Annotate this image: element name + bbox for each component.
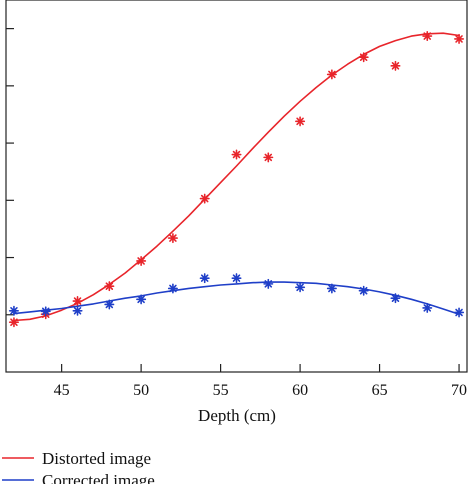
legend: Distorted image Corrected image: [2, 449, 155, 489]
data-point-series-2: [136, 294, 147, 305]
x-tick-label: 65: [372, 382, 388, 399]
x-tick-label: 60: [292, 382, 308, 399]
plot-frame: [5, 0, 468, 373]
legend-label: Distorted image: [42, 449, 151, 468]
data-point-series-2: [104, 299, 115, 310]
data-markers: [8, 31, 465, 328]
legend-item: Corrected image: [2, 471, 155, 489]
x-tick-label: 55: [213, 382, 229, 399]
data-point-series-1: [390, 60, 401, 71]
data-point-series-2: [72, 305, 83, 316]
data-point-series-1: [326, 69, 337, 80]
x-tick-label: 70: [451, 382, 467, 399]
data-point-series-2: [8, 305, 19, 316]
x-axis-ticks: 45 50 55 60 65 70: [54, 364, 467, 399]
fit-line-series-1: [13, 32, 460, 322]
data-point-series-2: [326, 283, 337, 294]
data-point-series-2: [454, 307, 465, 318]
fit-line-series-2: [13, 281, 460, 316]
x-tick-label: 45: [54, 382, 70, 399]
data-point-series-1: [167, 233, 178, 244]
data-point-series-2: [390, 293, 401, 304]
data-point-series-2: [199, 273, 210, 284]
data-point-series-1: [454, 33, 465, 44]
data-point-series-1: [199, 193, 210, 204]
legend-item: Distorted image: [2, 449, 151, 468]
data-point-series-1: [72, 296, 83, 307]
data-point-series-1: [422, 31, 433, 42]
data-point-series-1: [263, 152, 274, 163]
data-point-series-2: [40, 306, 51, 317]
data-point-series-1: [8, 317, 19, 328]
data-point-series-2: [167, 283, 178, 294]
data-point-series-2: [295, 282, 306, 293]
data-point-series-2: [358, 285, 369, 296]
data-point-series-1: [295, 116, 306, 127]
data-point-series-2: [422, 302, 433, 313]
x-tick-label: 50: [133, 382, 149, 399]
plot-area-border: [5, 0, 468, 373]
data-point-series-1: [358, 52, 369, 63]
data-point-series-2: [231, 273, 242, 284]
legend-label: Corrected image: [42, 471, 155, 484]
y-axis-ticks: [6, 28, 14, 316]
data-point-series-1: [231, 149, 242, 160]
x-axis-label: Depth (cm): [198, 406, 276, 425]
data-point-series-1: [104, 281, 115, 292]
data-point-series-1: [136, 255, 147, 266]
fit-lines: [13, 32, 460, 322]
data-point-series-2: [263, 278, 274, 289]
